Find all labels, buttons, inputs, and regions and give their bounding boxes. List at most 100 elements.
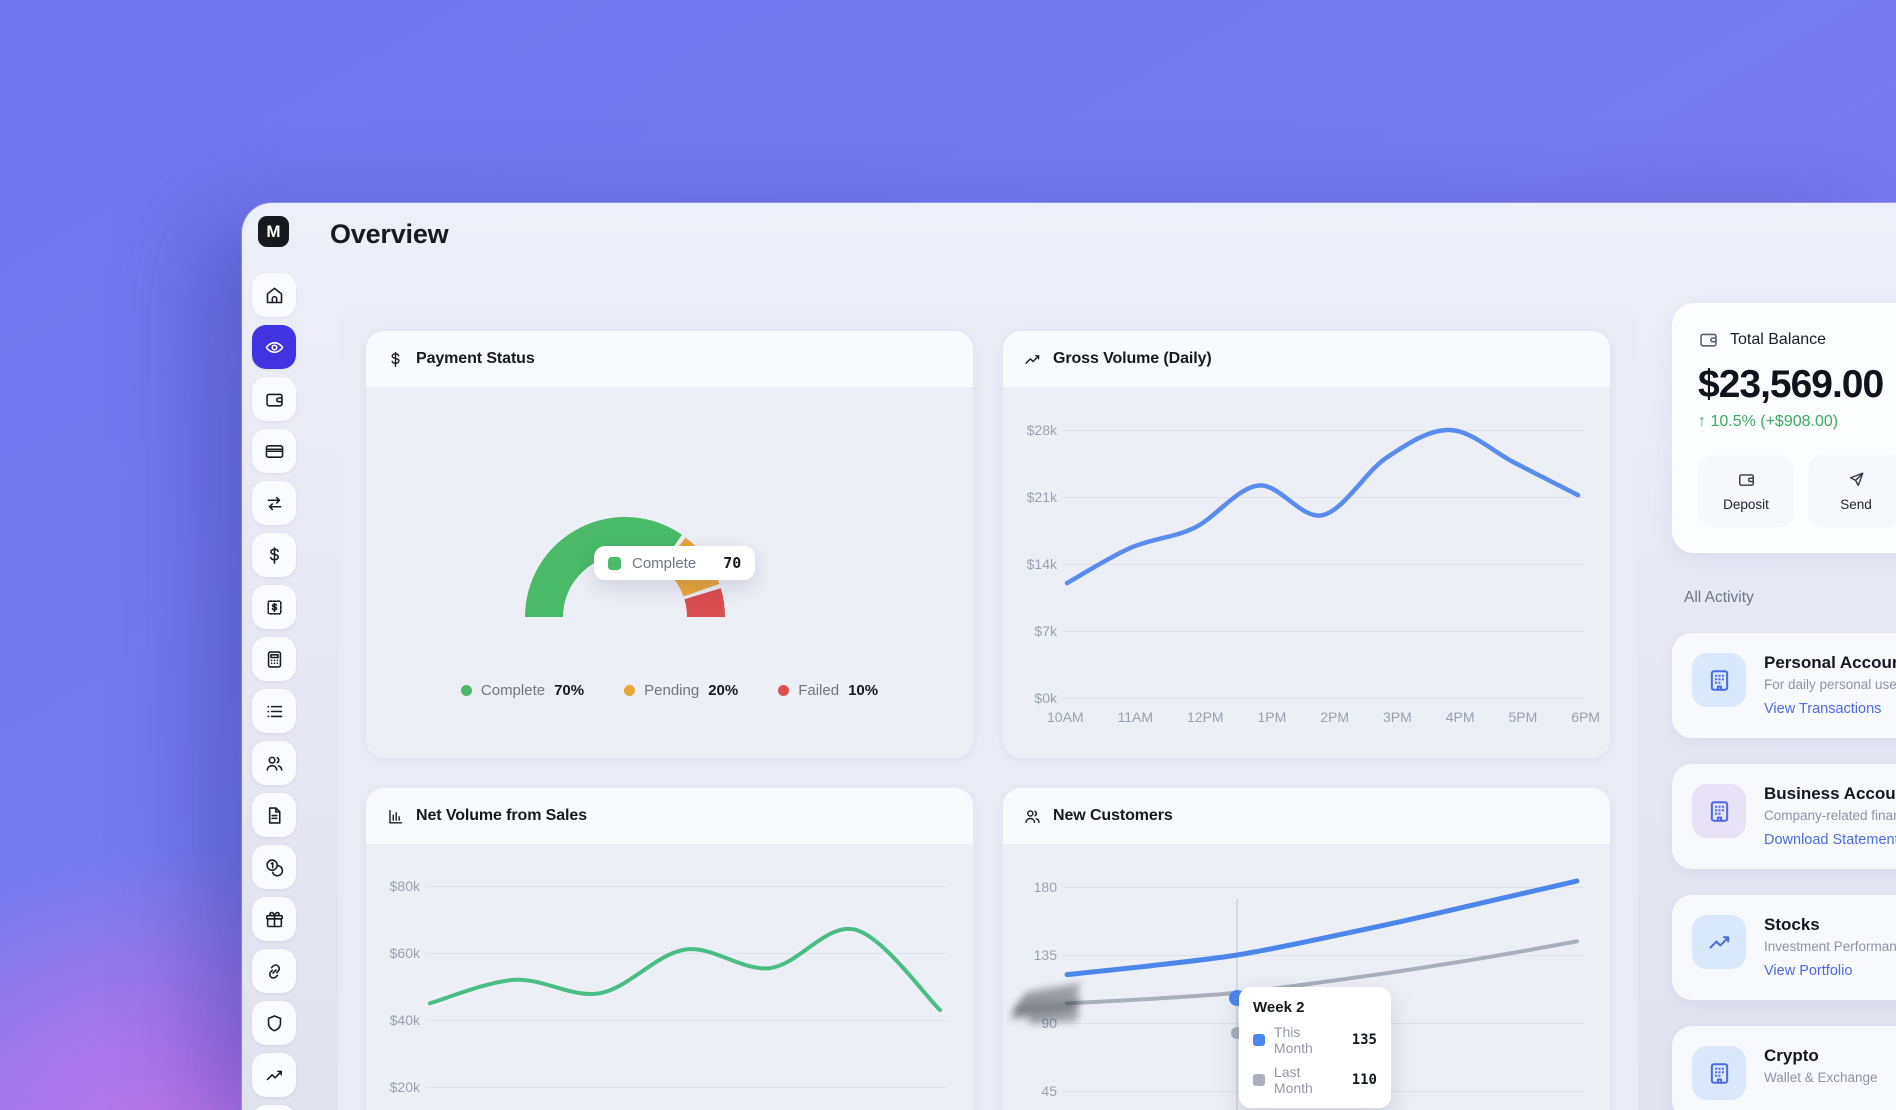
activity-subtitle: Wallet & Exchange (1764, 1070, 1878, 1085)
x-tick: 6PM (1571, 709, 1600, 725)
activity-title: Business Account (1764, 784, 1896, 803)
sidebar-item-overview[interactable] (252, 325, 296, 369)
activity-item-business-account: Business Account Company-related finances… (1672, 764, 1896, 869)
activity-icon-tile (1692, 915, 1746, 969)
sidebar-item-transfers[interactable] (252, 481, 296, 525)
y-tick: $80k (389, 878, 420, 894)
building-icon (1710, 1062, 1728, 1084)
calculator-icon (267, 650, 281, 668)
x-tick: 10AM (1047, 709, 1084, 725)
sidebar-item-invoices[interactable] (252, 585, 296, 629)
x-tick: 2PM (1320, 709, 1350, 725)
invoice-icon (266, 599, 282, 615)
trending-icon (1708, 935, 1729, 949)
activity-item-personal-account: Personal Account For daily personal use Vi… (1672, 633, 1896, 738)
y-tick: 135 (1033, 947, 1057, 963)
sidebar-item-documents[interactable] (252, 793, 296, 837)
wallet-icon (1738, 474, 1754, 486)
deposit-button[interactable]: Deposit (1698, 455, 1794, 527)
link-icon (268, 963, 280, 979)
gross-volume-card: Gross Volume (Daily) $28k $21k $14k $7k … (1003, 331, 1610, 758)
right-panel: Total Balance $23,569.00 ↑ 10.5% (+$908.… (1672, 303, 1896, 1110)
sidebar-item-calculator[interactable] (252, 637, 296, 681)
activity-subtitle: For daily personal use (1764, 677, 1896, 692)
gross-volume-x-axis: 10AM 11AM 12PM 1PM 2PM 3PM 4PM 5PM 6PM (1047, 709, 1600, 725)
sidebar-item-coins[interactable] (252, 845, 296, 889)
activity-link[interactable]: View Transactions (1764, 701, 1882, 717)
coins-icon (265, 858, 283, 876)
sidebar-item-security[interactable] (252, 1001, 296, 1045)
total-balance-header: Total Balance (1698, 329, 1896, 350)
gauge-tooltip: Complete 70 (594, 546, 756, 580)
gauge-chart (440, 434, 810, 624)
tooltip-value: 70 (723, 554, 742, 572)
send-icon (1849, 472, 1863, 487)
send-button[interactable]: Send (1808, 455, 1896, 527)
dollar-icon (386, 350, 405, 369)
activity-item-crypto: Crypto Wallet & Exchange (1672, 1026, 1896, 1110)
users-icon (266, 756, 282, 771)
sidebar-item-analytics[interactable] (252, 1053, 296, 1097)
week-tooltip: Week 2 This Month 135 Last Month 110 (1239, 987, 1391, 1108)
activity-link[interactable]: Download Statements (1764, 832, 1896, 848)
shield-icon (267, 1014, 281, 1031)
dollar-icon (269, 546, 279, 564)
balance-actions: Deposit Send (1698, 455, 1896, 527)
document-icon (268, 806, 281, 824)
activity-link[interactable]: View Portfolio (1764, 963, 1853, 979)
eye-icon (265, 341, 283, 353)
legend-item-failed: Failed 10% (778, 682, 878, 699)
legend-dot (778, 685, 790, 696)
app-logo[interactable]: M (258, 216, 289, 247)
activity-icon-tile (1692, 1046, 1746, 1100)
sidebar-item-devices[interactable] (252, 1105, 296, 1110)
y-tick: 180 (1033, 879, 1057, 895)
home-icon (266, 287, 282, 303)
total-balance-card: Total Balance $23,569.00 ↑ 10.5% (+$908.… (1672, 303, 1896, 553)
y-tick: $14k (1026, 556, 1057, 572)
sidebar-item-payments[interactable] (252, 533, 296, 577)
trending-icon (1025, 354, 1040, 364)
sidebar-item-customers[interactable] (252, 741, 296, 785)
activity-title: Stocks (1764, 915, 1820, 934)
credit-card-icon (265, 444, 283, 458)
activity-text: Personal Account For daily personal use Vi… (1764, 653, 1896, 718)
y-tick: 90 (1041, 1015, 1057, 1031)
sidebar-item-rewards[interactable] (252, 897, 296, 941)
new-customers-chart: 180 135 90 45 (1003, 844, 1610, 1110)
x-tick: 1PM (1257, 709, 1287, 725)
tooltip-label: Complete (632, 554, 697, 572)
users-icon (1025, 809, 1040, 823)
app-window: M Overview Payment Status Complete 70 (242, 203, 1896, 1110)
y-tick: 45 (1041, 1083, 1057, 1099)
activity-list: Personal Account For daily personal use Vi… (1672, 633, 1896, 1110)
bar-chart-icon (389, 809, 403, 824)
charts-container: Payment Status Complete 70 Complete 70% Pe… (338, 303, 1638, 1110)
building-icon (1710, 669, 1728, 691)
gauge-svg (525, 517, 725, 617)
wallet-icon (265, 393, 283, 407)
trending-up-icon (1023, 350, 1042, 369)
gross-volume-chart: $28k $21k $14k $7k $0k 10AM 11AM 12PM (1003, 387, 1610, 758)
y-tick: $21k (1026, 489, 1057, 505)
sidebar-item-links[interactable] (252, 949, 296, 993)
sidebar-item-lists[interactable] (252, 689, 296, 733)
legend-item-complete: Complete 70% (460, 682, 584, 699)
payment-status-header: Payment Status (366, 331, 973, 387)
y-tick: $28k (1026, 422, 1057, 438)
trending-icon (266, 1070, 282, 1080)
bar-chart-icon (386, 807, 405, 826)
gross-volume-header: Gross Volume (Daily) (1003, 331, 1610, 387)
net-volume-header: Net Volume from Sales (366, 788, 973, 844)
sidebar (252, 273, 296, 1110)
sidebar-item-cards[interactable] (252, 429, 296, 473)
x-tick: 3PM (1382, 709, 1412, 725)
y-tick: $40k (389, 1012, 420, 1028)
sidebar-item-home[interactable] (252, 273, 296, 317)
activity-subtitle: Company-related finances (1764, 808, 1896, 823)
sidebar-item-wallet[interactable] (252, 377, 296, 421)
payment-status-chart: Complete 70 Complete 70% Pending 20% Failed 1… (366, 387, 973, 758)
transfers-icon (267, 496, 281, 510)
legend-item-pending: Pending 20% (624, 682, 738, 699)
